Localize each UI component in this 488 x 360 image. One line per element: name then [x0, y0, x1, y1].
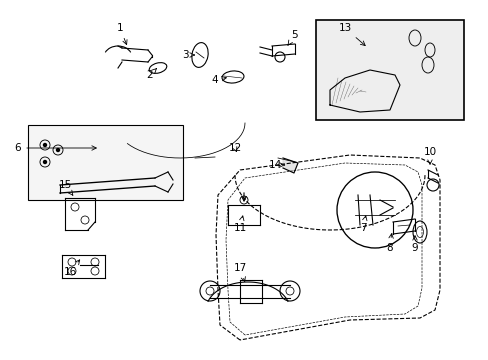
Text: 14: 14	[268, 160, 284, 170]
Text: 13: 13	[338, 23, 365, 46]
Text: 3: 3	[182, 50, 194, 60]
Bar	[28, 125, 183, 200]
Text: 16: 16	[63, 260, 80, 277]
Polygon shape	[283, 158, 297, 173]
Bar	[315, 20, 463, 120]
Circle shape	[43, 144, 46, 147]
Circle shape	[43, 161, 46, 163]
Text: 17: 17	[233, 263, 246, 282]
Text: 4: 4	[211, 75, 226, 85]
Text: 1: 1	[117, 23, 127, 45]
Text: 7: 7	[359, 216, 366, 233]
Text: 2: 2	[146, 69, 156, 80]
Text: 5: 5	[287, 30, 298, 45]
Text: 11: 11	[233, 216, 246, 233]
Text: 10: 10	[423, 147, 436, 164]
Text: 9: 9	[411, 236, 417, 253]
Text: 15: 15	[58, 180, 73, 195]
Circle shape	[57, 148, 60, 152]
Text: 6: 6	[15, 143, 96, 153]
Text: 8: 8	[386, 234, 392, 253]
Text: 12: 12	[228, 143, 241, 153]
